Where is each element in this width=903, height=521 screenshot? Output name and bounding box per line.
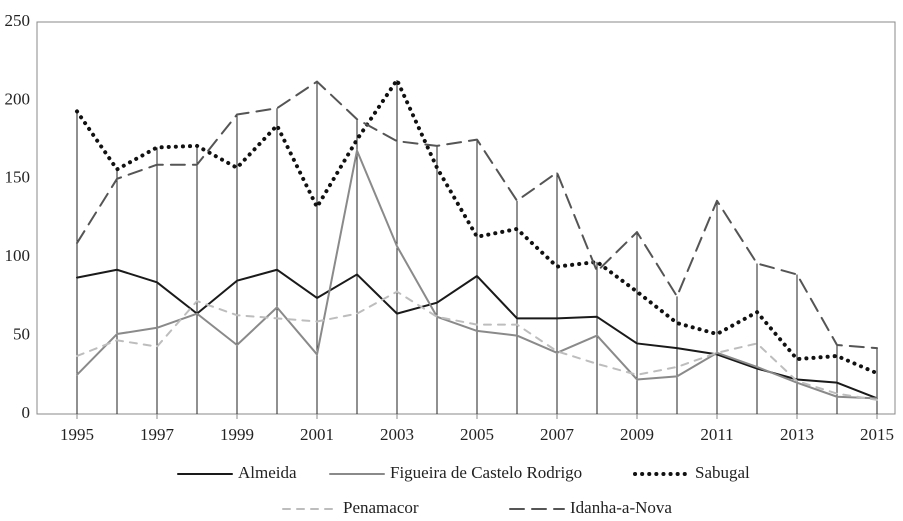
- x-tick-label: 2015: [860, 425, 894, 444]
- x-tick-label: 2005: [460, 425, 494, 444]
- y-tick-label: 100: [5, 246, 31, 265]
- legend-label: Idanha-a-Nova: [570, 498, 672, 517]
- series-line: [76, 80, 878, 350]
- series-line: [76, 268, 878, 400]
- legend-label: Figueira de Castelo Rodrigo: [390, 463, 582, 482]
- y-tick-label: 250: [5, 11, 31, 30]
- y-tick-label: 50: [13, 325, 30, 344]
- x-tick-label: 2001: [300, 425, 334, 444]
- legend-label: Penamacor: [343, 498, 419, 517]
- y-tick-label: 200: [5, 89, 31, 108]
- y-tick-label: 0: [22, 403, 31, 422]
- x-tick-label: 2007: [540, 425, 575, 444]
- y-tick-label: 150: [5, 168, 31, 187]
- x-tick-label: 2003: [380, 425, 414, 444]
- plot-frame: [36, 21, 896, 415]
- x-tick-label: 2013: [780, 425, 814, 444]
- series-line: [75, 78, 879, 376]
- x-tick-label: 2011: [700, 425, 733, 444]
- series-line: [76, 290, 878, 401]
- x-tick-label: 1997: [140, 425, 175, 444]
- legend-label: Sabugal: [695, 463, 750, 482]
- series-line: [76, 149, 878, 400]
- x-tick-label: 1995: [60, 425, 94, 444]
- x-tick-label: 2009: [620, 425, 654, 444]
- legend-label: Almeida: [238, 463, 297, 482]
- x-tick-label: 1999: [220, 425, 254, 444]
